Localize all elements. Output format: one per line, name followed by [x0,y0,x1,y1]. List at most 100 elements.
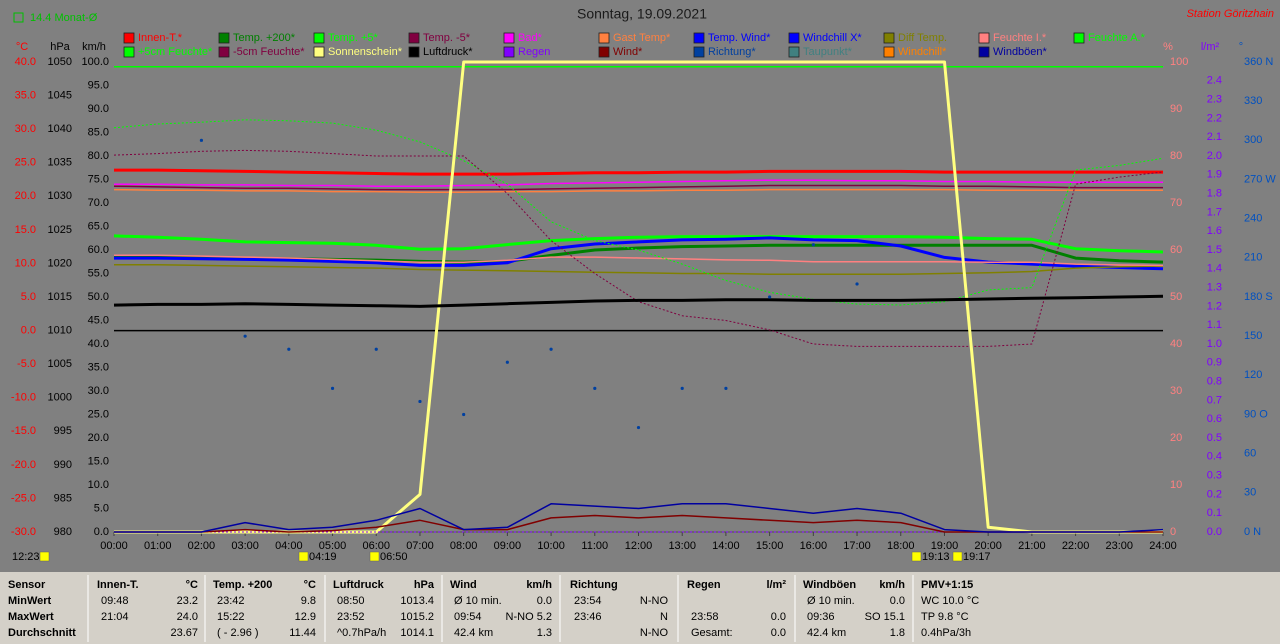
axis-title: °C [16,41,28,53]
y-tick-label: 10.0 [15,257,36,269]
table: Sensor Innen-T. °C Temp. +200 °C Luftdruck hPa… [8,575,979,642]
y-tick-label: 20.0 [15,190,36,202]
y-tick-label: 1.0 [1207,338,1222,350]
x-tick-label: 18:00 [887,540,915,552]
direction-point [636,425,641,430]
y-tick-label: 0.3 [1207,470,1222,482]
table-cell: 0.4hPa/3h [921,627,971,639]
y-tick-label: 30.0 [15,123,36,135]
y-tick-label: 980 [54,526,72,538]
y-tick-label: 1.1 [1207,319,1222,331]
y-tick-label: 2.3 [1207,94,1222,106]
y-tick-label: 0.1 [1207,507,1222,519]
table-header: PMV+1:15 [921,579,973,591]
row-label: MaxWert [8,611,54,623]
legend-swatch [978,46,990,58]
y-tick-label: 1.6 [1207,225,1222,237]
y-tick-label: 65.0 [88,220,109,232]
direction-point [855,282,859,286]
x-tick-label: 16:00 [800,540,828,552]
y-tick-label: 1030 [48,190,72,202]
y-tick-label: 210 [1244,252,1262,264]
legend-label: Regen [518,46,550,58]
y-tick-label: 70.0 [88,197,109,209]
x-tick-label: 00:00 [100,540,128,552]
table-cell: 42.4 km [454,627,493,639]
y-tick-label: 330 [1244,95,1262,107]
table-cell: WC 10.0 °C [921,595,979,607]
sun-time: 12:23 [12,551,40,563]
x-tick-label: 20:00 [974,540,1002,552]
y-tick-label: 60 [1244,448,1256,460]
y-tick-label: 0.0 [94,526,109,538]
legend-swatch [123,46,135,58]
y-tick-label: 80 [1170,150,1182,162]
chart-background [0,0,1280,572]
table-header-unit: km/h [526,579,552,591]
legend-label: Windchill X* [803,32,862,44]
legend-label: Wind* [613,46,643,58]
series-line [114,503,1164,533]
table-cell: 23.67 [170,627,198,639]
legend-label: -5cm Feuchte* [233,46,305,58]
legend-label: Taupunkt* [803,46,853,58]
y-tick-label: 15.0 [15,224,36,236]
table-cell: Ø 10 min. [454,595,502,607]
x-tick-label: 03:00 [231,540,259,552]
x-tick-label: 13:00 [668,540,696,552]
legend-swatch [123,32,135,44]
series-line [114,168,1163,176]
table-cell: 23:52 [337,611,365,623]
y-tick-label: 150 [1244,330,1262,342]
y-tick-label: -20.0 [11,459,36,471]
y-tick-label: 30 [1244,487,1256,499]
y-tick-label: 1045 [48,89,72,101]
y-tick-label: 1005 [48,358,72,370]
sun-time: 19:13 [922,551,950,563]
table-header-unit: hPa [414,579,435,591]
sun-time: 19:17 [963,551,991,563]
direction-point [418,399,422,404]
x-tick-label: 05:00 [319,540,347,552]
x-tick-label: 17:00 [843,540,871,552]
table-header-unit: °C [304,579,316,591]
legend-label: Windchill* [898,46,947,58]
legend-label: Sonnenschein* [328,46,403,58]
y-tick-label: -10.0 [11,392,36,404]
x-tick-label: 14:00 [712,540,740,552]
table-header: Richtung [570,579,618,591]
y-tick-label: 60.0 [88,244,109,256]
y-tick-label: -25.0 [11,492,36,504]
table-cell: 1015.2 [400,611,434,623]
table-cell: N [660,611,668,623]
legend-swatch [883,32,895,44]
direction-point [505,360,509,364]
y-tick-label: 30 [1170,385,1182,397]
legend-label: Diff Temp. [898,32,947,44]
table-cell: ( - 2.96 ) [217,627,259,639]
x-tick-label: 10:00 [537,540,565,552]
y-tick-label: 985 [54,492,72,504]
table-header-unit: l/m² [766,579,786,591]
legend-swatch [313,46,325,58]
y-tick-label: 0.4 [1207,451,1222,463]
y-tick-label: 2.2 [1207,112,1222,124]
axis-title: ° [1239,41,1243,53]
y-tick-label: 180 S [1244,291,1273,303]
y-tick-label: 10 [1170,479,1182,491]
y-tick-label: 995 [54,425,72,437]
y-tick-label: 2.1 [1207,131,1222,143]
y-tick-label: 0.7 [1207,394,1222,406]
y-tick-label: 990 [54,459,72,471]
x-tick-label: 22:00 [1062,540,1090,552]
y-tick-label: 70 [1170,197,1182,209]
y-tick-label: 1.8 [1207,188,1222,200]
y-tick-label: 0.9 [1207,357,1222,369]
y-tick-label: 10.0 [88,479,109,491]
table-cell: 09:48 [101,595,129,607]
series-line [114,179,1163,187]
table-cell: 1014.1 [400,627,434,639]
legend-swatch [788,32,800,44]
table-header-unit: °C [186,579,198,591]
table-cell: N-NO 5.2 [506,611,552,623]
